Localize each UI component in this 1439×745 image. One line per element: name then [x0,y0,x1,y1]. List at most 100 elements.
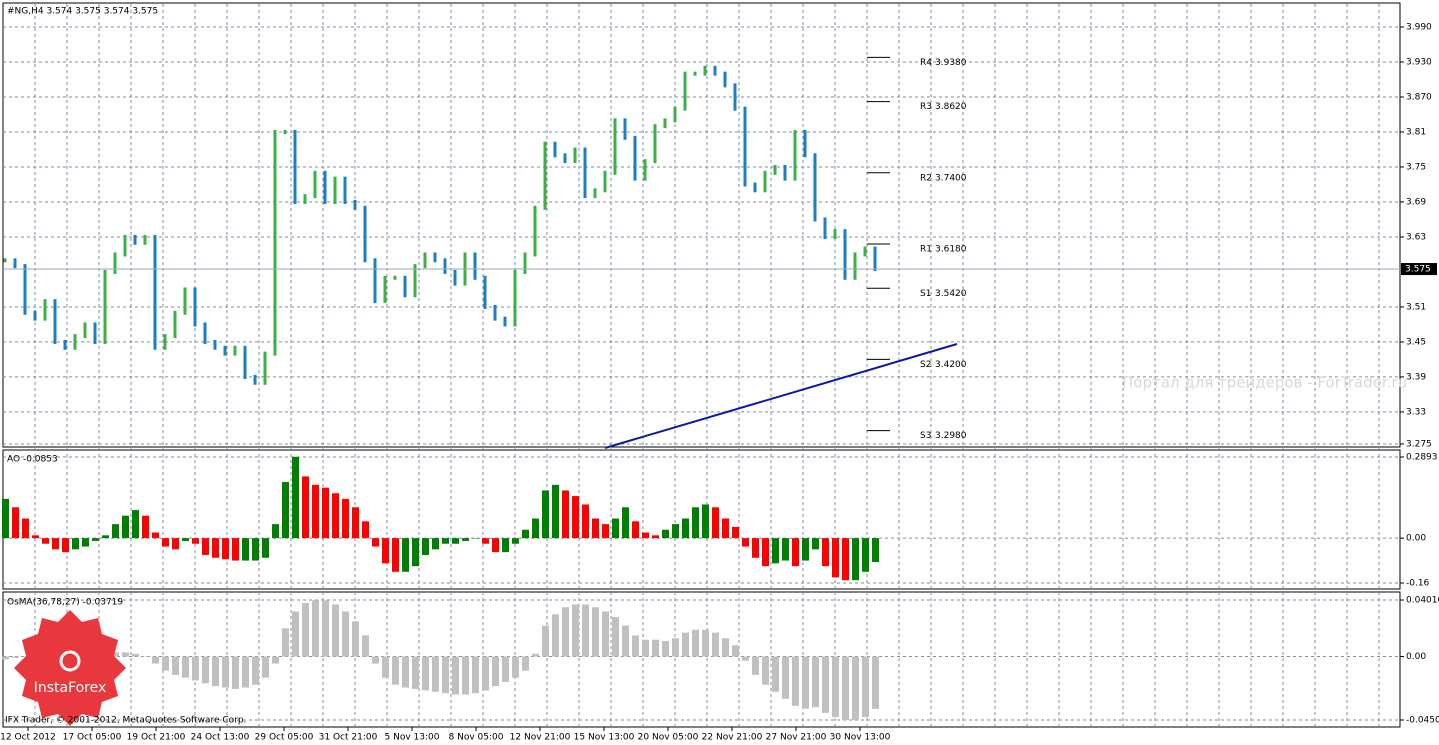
histogram-bar [222,538,229,560]
histogram-bar [582,504,589,539]
pivot-label: 3.8620 [935,102,967,112]
price-bar [553,141,557,158]
histogram-bar [542,625,549,657]
y-tick-label: 3.63 [1406,232,1426,242]
histogram-bar [492,656,499,687]
histogram-bar [642,639,649,657]
price-bar [613,118,617,175]
price-bar [183,287,187,315]
histogram-bar [102,535,109,539]
y-tick-label: 3.69 [1406,197,1426,207]
price-bar [693,71,697,76]
price-bar [683,71,687,111]
histogram-bar [332,493,339,539]
y-tick-label: 3.75 [1406,162,1426,172]
histogram-bar [872,656,879,709]
histogram-bar [402,538,409,572]
x-tick-label: 24 Oct 13:00 [191,733,250,743]
pivot-label: 3.7400 [935,173,967,183]
price-bar [473,252,477,280]
price-bar [123,234,127,257]
price-bar [63,339,67,350]
pivot-name: R3 [920,102,932,112]
histogram-bar [12,656,19,658]
price-bar [503,316,507,327]
price-bar [773,164,777,175]
pivot-name: R1 [920,244,932,254]
ao-title: AO -0.0853 [7,455,58,465]
y-tick-label: 3.45 [1406,337,1426,347]
price-bar [273,129,277,356]
histogram-bar [312,484,319,539]
histogram-bar [832,656,839,718]
price-bar [413,264,417,298]
ao-frame [2,449,1401,590]
y-tick-label: 3.39 [1406,372,1426,382]
price-bar [443,258,447,274]
price-bar [663,118,667,129]
histogram-bar [452,538,459,544]
x-tick-label: 12 Oct 2012 [0,733,56,743]
histogram-bar [452,656,459,695]
histogram-bar [372,656,379,664]
histogram-bar [322,600,329,657]
y-tick-label: 3.870 [1406,92,1432,102]
histogram-bar [112,652,119,657]
histogram-bar [112,524,119,539]
histogram-bar [2,656,9,660]
histogram-bar [842,538,849,581]
price-bar [583,147,587,199]
histogram-bar [862,538,869,572]
histogram-bar [492,538,499,553]
price-bar [373,258,377,304]
histogram-bar [842,656,849,720]
histogram-bar [772,538,779,564]
histogram-bar [242,538,249,561]
osma-title: OsMA(36,78,27) -0.03719 [7,598,123,608]
price-bar [303,194,307,204]
price-bar [723,71,727,88]
histogram-bar [72,538,79,550]
price-bar [343,176,347,204]
histogram-bar [682,632,689,657]
price-bar [493,304,497,321]
price-bar [543,141,547,210]
histogram-bar [712,632,719,657]
logo: InstaForex [14,610,126,726]
histogram-bar [702,504,709,539]
histogram-bar [822,538,829,567]
histogram-bar [192,656,199,681]
marks [2,65,879,720]
histogram-bar [382,538,389,564]
price-bar [623,118,627,140]
price-bar [453,269,457,286]
histogram-bar [202,656,209,684]
y-tick-label: 0.00 [1406,652,1426,662]
price-bar [593,188,597,199]
price-bar [353,199,357,210]
histogram-bar [312,600,319,657]
histogram-bar [742,656,749,661]
histogram-bar [332,604,339,657]
price-bar [233,345,237,356]
y-tick-label: 3.930 [1406,57,1432,67]
price-bar [653,124,657,164]
histogram-bar [812,538,819,550]
price-bar [13,258,17,269]
histogram-bar [152,656,159,664]
histogram-bar [712,507,719,539]
price-bar [633,135,637,181]
price-bar [713,65,717,76]
histogram-bar [522,656,529,671]
histogram-bar [592,518,599,539]
price-bar [603,170,607,193]
price-bar [813,153,817,222]
histogram-bar [762,538,769,567]
histogram-bar [562,490,569,539]
histogram-bar [852,656,859,720]
price-bar [643,159,647,181]
logo-text: InstaForex [34,680,107,696]
histogram-bar [682,518,689,539]
histogram-bar [272,656,279,664]
histogram-bar [792,656,799,706]
